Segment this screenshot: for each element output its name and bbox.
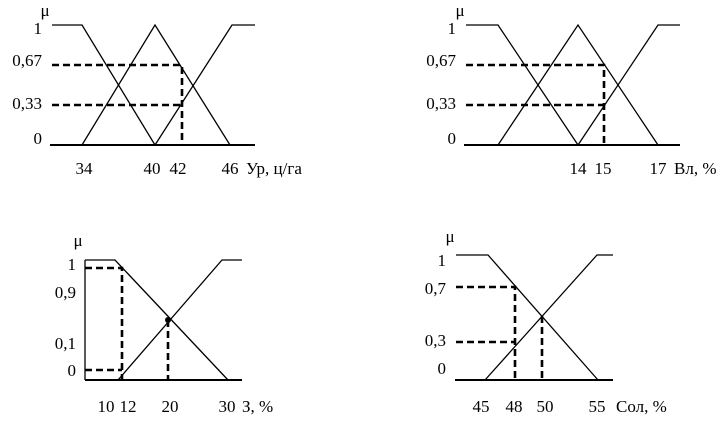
- membership-low: [52, 24, 156, 146]
- y-tick: 1: [438, 251, 447, 270]
- y-label: μ: [40, 1, 49, 20]
- dashed-guide: [466, 63, 606, 145]
- x-tick: 34: [76, 159, 94, 178]
- panel: μ 1 0,67 0,33 0 14 15 17 Вл, %: [426, 1, 716, 178]
- intersection-point: [165, 317, 171, 323]
- membership-high: [577, 24, 680, 146]
- x-tick: 15: [595, 159, 612, 178]
- x-axis-label: З, %: [242, 397, 273, 416]
- y-label: μ: [455, 1, 464, 20]
- y-tick: 1: [448, 19, 457, 38]
- membership-low: [466, 24, 579, 146]
- membership-high: [117, 259, 242, 381]
- membership-high: [154, 24, 255, 146]
- y-tick: 0,33: [12, 94, 42, 113]
- membership-mid: [497, 23, 659, 146]
- x-tick: 17: [650, 159, 668, 178]
- x-tick: 48: [506, 397, 523, 416]
- panel: μ 1 0,67 0,33 0 34 40 42 46 Ур, ц/га: [12, 1, 302, 178]
- x-tick: 14: [570, 159, 588, 178]
- x-axis-label: Вл, %: [674, 159, 716, 178]
- panel: μ 1 0,7 0,3 0 45 48 50 55 Сол, %: [425, 227, 667, 416]
- x-axis-label: Сол, %: [616, 397, 667, 416]
- x-tick: 20: [162, 397, 179, 416]
- x-axis-label: Ур, ц/га: [246, 159, 302, 178]
- y-tick: 1: [68, 255, 77, 274]
- x-tick: 10: [98, 397, 115, 416]
- y-label: μ: [73, 231, 82, 250]
- x-tick: 40: [144, 159, 161, 178]
- y-tick: 0,9: [55, 283, 76, 302]
- x-tick: 30: [219, 397, 236, 416]
- x-tick: 46: [222, 159, 239, 178]
- y-label: μ: [445, 227, 454, 246]
- y-tick: 0,33: [426, 94, 456, 113]
- x-tick: 45: [473, 397, 490, 416]
- y-tick: 0: [438, 359, 447, 378]
- y-tick: 0: [448, 129, 457, 148]
- membership-low: [85, 259, 229, 381]
- y-tick: 0: [34, 129, 43, 148]
- membership-high: [484, 254, 613, 381]
- membership-low: [456, 254, 599, 381]
- dashed-guide: [85, 266, 124, 380]
- x-tick: 55: [589, 397, 606, 416]
- y-tick: 0,3: [425, 331, 446, 350]
- y-tick: 1: [34, 19, 43, 38]
- x-tick: 42: [170, 159, 187, 178]
- y-tick: 0,7: [425, 279, 447, 298]
- y-tick: 0,67: [12, 51, 42, 70]
- membership-mid: [81, 23, 231, 146]
- y-tick: 0,67: [426, 51, 456, 70]
- y-tick: 0,1: [55, 334, 76, 353]
- panel: μ 1 0,9 0,1 0 10 12 20 30 З, %: [55, 231, 273, 416]
- dashed-guide: [456, 285, 517, 380]
- x-tick: 12: [120, 397, 137, 416]
- x-tick: 50: [537, 397, 554, 416]
- y-tick: 0: [68, 361, 77, 380]
